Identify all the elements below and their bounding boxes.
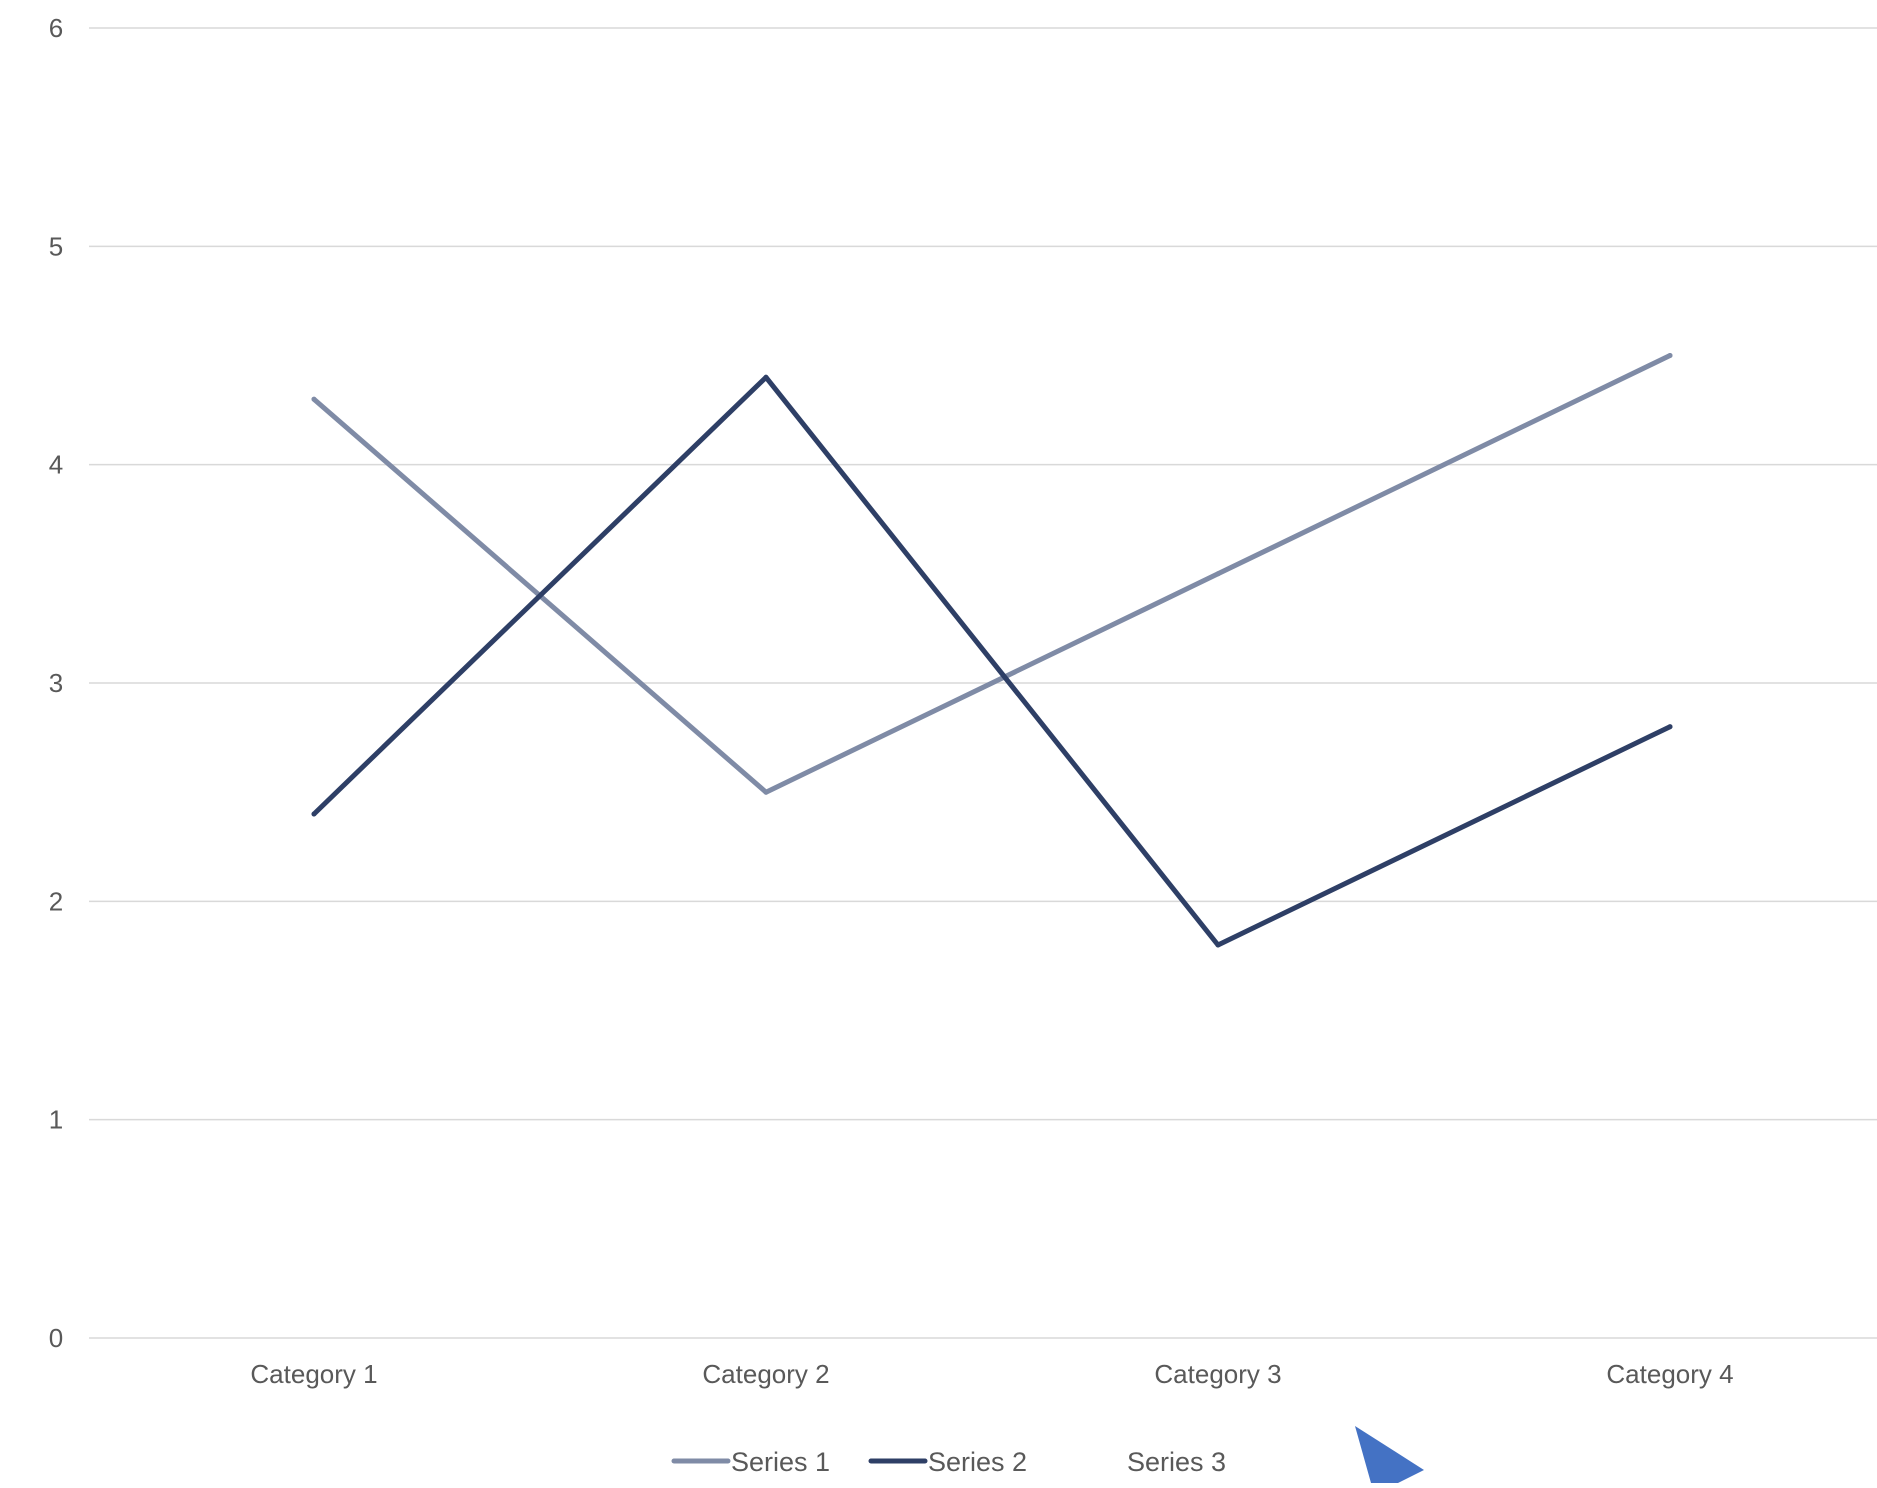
x-tick-label: Category 2 — [702, 1359, 829, 1389]
gridlines — [89, 28, 1877, 1338]
data-point-series-2 — [312, 812, 317, 817]
y-tick-label: 5 — [49, 231, 63, 261]
data-point-series-2 — [1216, 943, 1221, 948]
x-tick-label: Category 4 — [1606, 1359, 1733, 1389]
mouse-pointer-icon — [1355, 1426, 1424, 1483]
series-line-2 — [314, 377, 1670, 945]
y-tick-label: 6 — [49, 13, 63, 43]
legend-label-series-2: Series 2 — [928, 1447, 1027, 1477]
y-tick-label: 1 — [49, 1105, 63, 1135]
data-point-series-1 — [312, 397, 317, 402]
y-axis-tick-labels: 0 1 2 3 4 5 6 — [49, 13, 63, 1353]
y-tick-label: 2 — [49, 886, 63, 916]
data-point-series-2 — [764, 375, 769, 380]
y-tick-label: 4 — [49, 450, 63, 480]
data-point-series-1 — [1216, 571, 1221, 576]
data-point-series-1 — [764, 790, 769, 795]
legend-label-series-1: Series 1 — [731, 1447, 830, 1477]
x-axis-tick-labels: Category 1 Category 2 Category 3 Category 4 — [250, 1359, 1733, 1389]
data-point-series-1 — [1668, 353, 1673, 358]
series-line-1 — [314, 356, 1670, 793]
y-tick-label: 0 — [49, 1323, 63, 1353]
x-tick-label: Category 3 — [1154, 1359, 1281, 1389]
legend-label-series-3: Series 3 — [1127, 1447, 1226, 1477]
series-lines — [312, 353, 1673, 948]
legend: Series 1 Series 2 Series 3 — [674, 1447, 1226, 1477]
x-tick-label: Category 1 — [250, 1359, 377, 1389]
y-tick-label: 3 — [49, 668, 63, 698]
cursor-layer — [1355, 1426, 1424, 1483]
data-point-series-2 — [1668, 724, 1673, 729]
